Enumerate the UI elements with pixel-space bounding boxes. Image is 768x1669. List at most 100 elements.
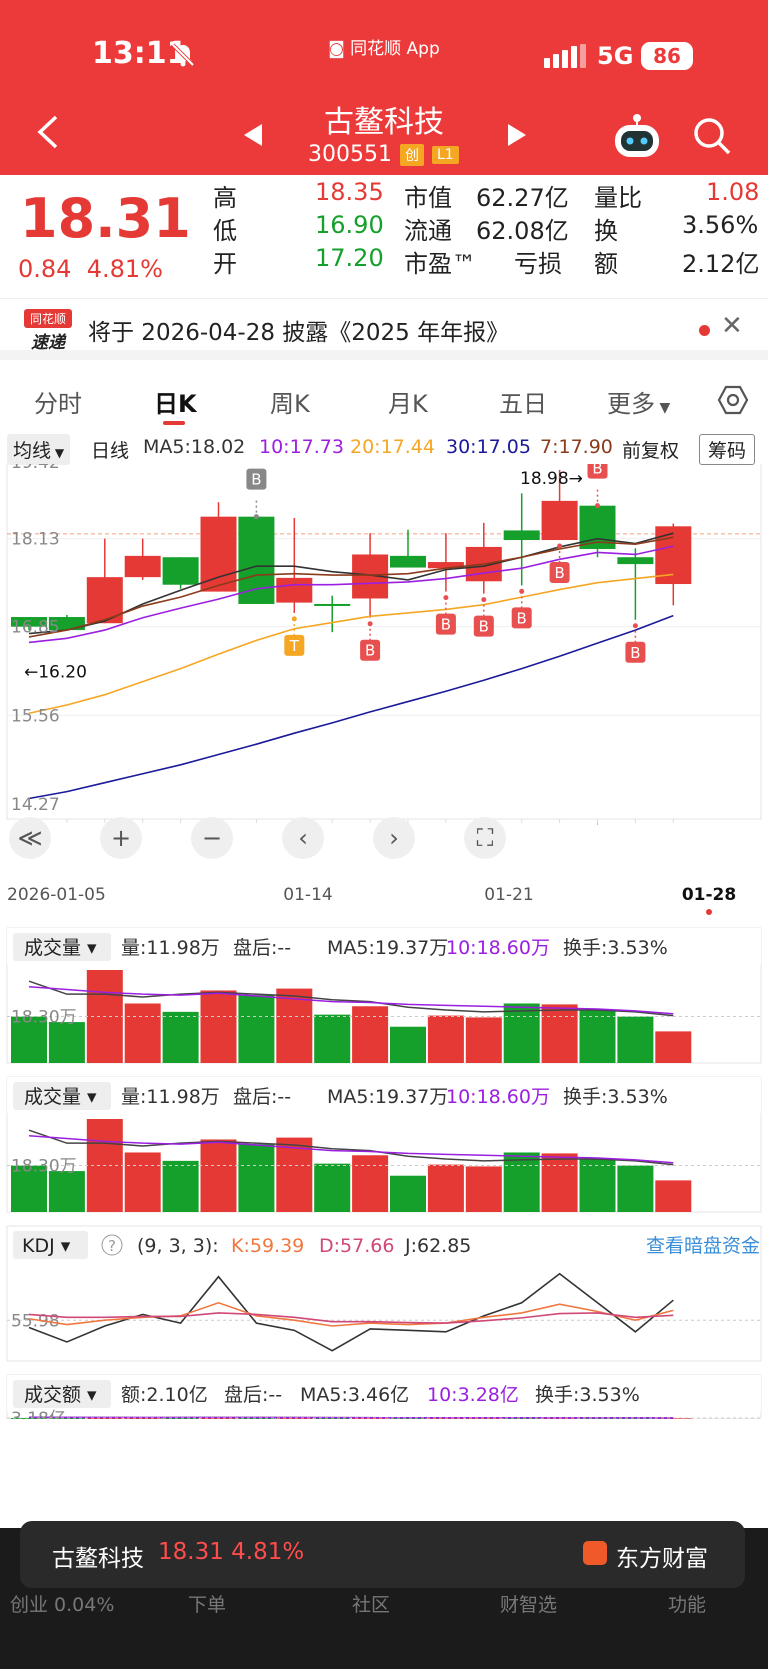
bottom-item-order[interactable]: 下单 xyxy=(188,1594,227,1616)
signal-marker-label: B xyxy=(441,616,451,634)
ma-period: 日线 xyxy=(91,440,130,462)
marker-dot xyxy=(595,503,600,509)
volume-bar xyxy=(162,1011,199,1063)
kdj-params: (9, 3, 3): xyxy=(137,1235,219,1257)
signal-marker-label: B xyxy=(592,464,602,478)
tab-five-day[interactable]: 五日 xyxy=(499,390,547,418)
panel-frame xyxy=(6,1225,762,1362)
ma-lines-layer xyxy=(28,532,674,800)
volume-bar xyxy=(503,1152,540,1212)
bottom-item-function[interactable]: 功能 xyxy=(668,1594,707,1616)
main-chart-frame xyxy=(6,464,762,820)
panel-axis-label: 18.30万 xyxy=(11,1008,77,1028)
date-label: 01-28 xyxy=(682,885,736,905)
search-icon[interactable] xyxy=(692,116,732,156)
ma-dropdown[interactable]: 均线 ▼ xyxy=(7,434,71,465)
amount-label: 额 xyxy=(594,250,618,278)
amount-value: 2.12亿 xyxy=(682,250,760,278)
volume-bar xyxy=(390,1026,426,1063)
kdj-dropdown[interactable] xyxy=(13,1231,88,1259)
signal-marker-T xyxy=(284,634,305,656)
quote-panel: 18.31 0.84 4.81% 高 18.35 低 16.90 开 17.20… xyxy=(0,175,768,295)
next-icon[interactable] xyxy=(373,817,415,859)
bell-muted-icon xyxy=(171,43,195,67)
date-label: 01-21 xyxy=(484,885,533,905)
candle-body xyxy=(200,516,237,592)
toast-brand: 东方财富 xyxy=(616,1546,708,1572)
signal-marker-B xyxy=(473,615,494,637)
board-tag: 创 xyxy=(399,143,424,166)
zoom-out-icon-glyph: − xyxy=(202,824,222,852)
stock-code: 300551 xyxy=(308,142,392,167)
panel-dropdown[interactable] xyxy=(13,1082,111,1110)
announcement-bar[interactable]: 同花顺 速递 将于 2026-04-28 披露《2025 年年报》 ✕ xyxy=(0,298,768,360)
volume-bar xyxy=(427,1164,464,1212)
candle-body xyxy=(238,516,275,604)
candle-body xyxy=(617,557,654,565)
signal-marker-label: B xyxy=(630,644,640,662)
back-icon[interactable] xyxy=(34,115,60,149)
panel-stat: 换手:3.53% xyxy=(563,937,668,959)
next-icon-glyph: › xyxy=(389,824,399,852)
panel-stat: 盘后:-- xyxy=(233,1086,291,1108)
candle-body xyxy=(541,500,578,541)
prev-icon[interactable] xyxy=(282,817,324,859)
signal-marker-label: B xyxy=(554,564,564,582)
fullscreen-icon-glyph: ⛶ xyxy=(476,824,494,852)
candle-body xyxy=(427,562,464,569)
panel-header xyxy=(7,1077,761,1113)
robot-assistant-icon[interactable] xyxy=(612,112,662,160)
fullscreen-icon[interactable] xyxy=(464,817,506,859)
tab-intraday[interactable]: 分时 xyxy=(34,390,82,418)
tab-weekly-k[interactable]: 周K xyxy=(270,390,310,418)
volume-bar xyxy=(390,1418,426,1419)
panel-dropdown-label: 成交额 ▾ xyxy=(24,1384,97,1406)
first-icon[interactable] xyxy=(9,817,51,859)
panel-stat: 盘后:-- xyxy=(233,937,291,959)
marker-dot xyxy=(443,595,449,601)
kdj-d: D:57.66 xyxy=(319,1235,394,1257)
chips-button[interactable]: 筹码 xyxy=(699,434,756,465)
bottom-item-select[interactable]: 财智选 xyxy=(500,1594,558,1616)
volume-bar xyxy=(162,1160,199,1212)
signal-marker-B xyxy=(435,613,456,635)
volume-bar xyxy=(465,1166,502,1212)
panel-dropdown[interactable] xyxy=(13,1380,111,1408)
stock-toast[interactable]: 古鳌科技 18.31 4.81% 东方财富 xyxy=(20,1521,745,1588)
volume-bar xyxy=(352,1006,389,1063)
ma10-line xyxy=(28,545,674,644)
kdj-k: K:59.39 xyxy=(231,1235,304,1257)
panel-axis-label: 3.18亿 xyxy=(11,1409,66,1419)
stock-code-row: 300551 创 L1 xyxy=(308,142,459,167)
signal-marker-B xyxy=(625,641,646,663)
tab-more[interactable]: 更多 ▼ xyxy=(607,390,671,418)
volume-bar xyxy=(48,1171,85,1212)
date-label: 01-14 xyxy=(283,885,332,905)
panel-dropdown[interactable] xyxy=(13,933,111,961)
marker-dot xyxy=(519,588,525,594)
volume-bar xyxy=(503,1003,540,1063)
kline-chart[interactable]: B T B B B B B B B 19.42 18.13 16.85 15.56 14.27 18.98… xyxy=(0,464,768,1419)
zoom-in-icon[interactable] xyxy=(100,817,142,859)
close-icon[interactable]: ✕ xyxy=(721,311,743,341)
bottom-item-index[interactable]: 创业 0.04% xyxy=(10,1594,115,1616)
settings-icon[interactable] xyxy=(717,384,749,416)
markers-layer: B T B B B B B B B xyxy=(246,464,646,663)
panel-stat: 换手:3.53% xyxy=(535,1384,640,1406)
candle-body xyxy=(11,617,47,627)
tab-daily-k[interactable]: 日K xyxy=(154,390,197,418)
prev-stock-icon[interactable] xyxy=(244,124,262,146)
bottom-item-community[interactable]: 社区 xyxy=(352,1594,391,1616)
zoom-out-icon[interactable] xyxy=(191,817,233,859)
tab-monthly-k[interactable]: 月K xyxy=(388,390,428,418)
next-stock-icon[interactable] xyxy=(508,124,526,146)
volume-bar xyxy=(11,1418,47,1419)
volume-bar xyxy=(124,1003,161,1063)
adjust-mode[interactable]: 前复权 xyxy=(622,440,680,462)
ma7-value: 7:17.90 xyxy=(540,436,613,458)
level-tag: L1 xyxy=(431,145,459,164)
panel-stat: 额:2.10亿 xyxy=(121,1384,208,1406)
dark-pool-link[interactable]: 查看暗盘资金 xyxy=(646,1235,760,1257)
price-tick: 15.56 xyxy=(11,706,60,726)
